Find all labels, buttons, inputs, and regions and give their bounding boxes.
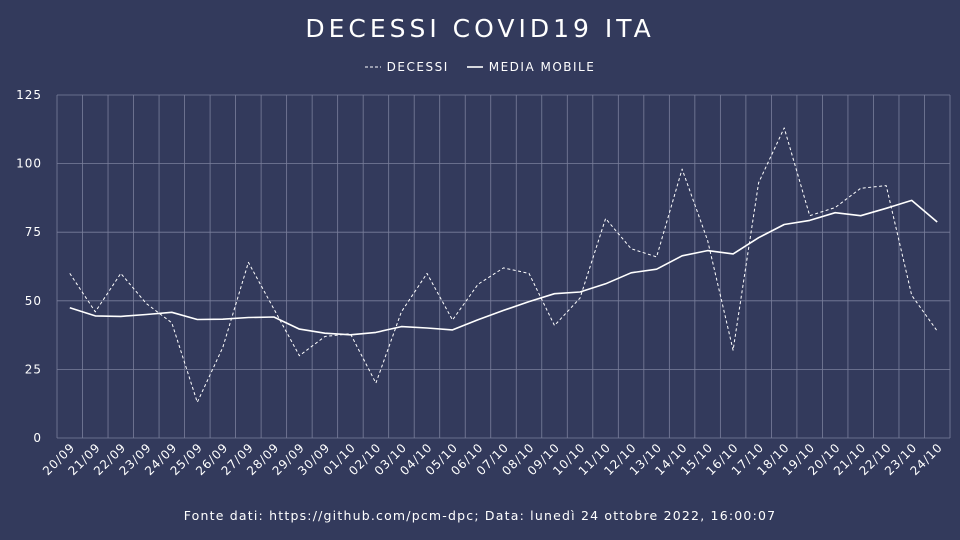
y-tick-label: 25 (25, 362, 42, 376)
series-line-media-mobile (69, 199, 938, 336)
legend-item-media-mobile: MEDIA MOBILE (466, 60, 596, 74)
legend-label-media-mobile: MEDIA MOBILE (488, 60, 596, 74)
source-footer: Fonte dati: https://github.com/pcm-dpc; … (183, 508, 777, 523)
series-line-decessi (69, 127, 938, 403)
chart-legend: DECESSI MEDIA MOBILE (0, 60, 960, 74)
chart-title: DECESSI COVID19 ITA (305, 14, 655, 43)
legend-swatch-media-mobile (466, 66, 483, 68)
y-tick-label: 50 (25, 294, 42, 308)
y-tick-label: 0 (33, 431, 42, 445)
legend-item-decessi: DECESSI (364, 60, 449, 74)
y-tick-label: 75 (25, 225, 42, 239)
y-tick-label: 125 (16, 88, 42, 102)
legend-label-decessi: DECESSI (386, 60, 449, 74)
y-tick-label: 100 (16, 157, 42, 171)
legend-swatch-decessi (364, 66, 381, 68)
